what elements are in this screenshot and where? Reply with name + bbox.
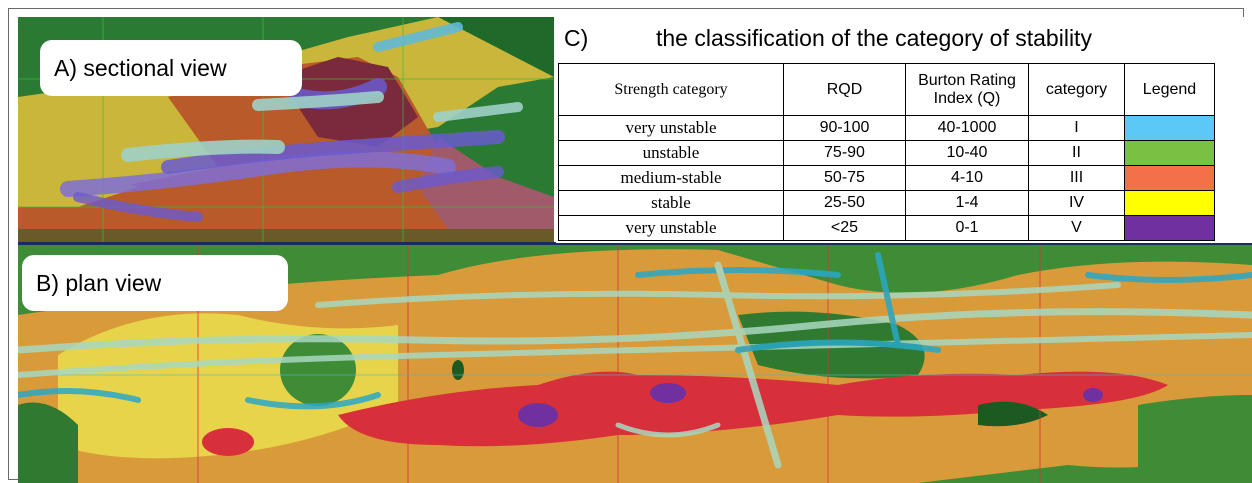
sectional-view-label: A) sectional view: [40, 40, 302, 96]
cell-strength: medium-stable: [558, 165, 784, 191]
sectional-view-panel: A) sectional view: [18, 17, 554, 243]
cell-strength: very unstable: [558, 215, 784, 241]
cell-legend: [1124, 165, 1215, 191]
cell-rqd: <25: [783, 215, 906, 241]
legend-swatch: [1125, 216, 1214, 240]
cell-category: I: [1028, 115, 1125, 141]
cell-category: II: [1028, 140, 1125, 166]
legend-swatch: [1125, 141, 1214, 165]
plan-view-label: B) plan view: [22, 255, 288, 311]
cell-legend: [1124, 190, 1215, 216]
cell-category: V: [1028, 215, 1125, 241]
cell-rqd: 90-100: [783, 115, 906, 141]
cell-q: 0-1: [905, 215, 1029, 241]
stability-table: Strength category RQD Burton Rating Inde…: [558, 63, 1215, 241]
header-legend: Legend: [1124, 63, 1215, 116]
legend-swatch: [1125, 166, 1214, 190]
panel-letter: C): [564, 25, 589, 51]
cell-q: 10-40: [905, 140, 1029, 166]
table-row: very unstable <25 0-1 V: [558, 215, 1215, 241]
table-row: medium-stable 50-75 4-10 III: [558, 165, 1215, 191]
cell-strength: unstable: [558, 140, 784, 166]
cell-category: IV: [1028, 190, 1125, 216]
header-strength-category: Strength category: [558, 63, 784, 116]
cell-q: 1-4: [905, 190, 1029, 216]
table-row: unstable 75-90 10-40 II: [558, 140, 1215, 166]
cell-rqd: 75-90: [783, 140, 906, 166]
header-rqd: RQD: [783, 63, 906, 116]
table-row: stable 25-50 1-4 IV: [558, 190, 1215, 216]
header-q: Burton Rating Index (Q): [905, 63, 1029, 116]
plan-view-panel: B) plan view: [18, 242, 1252, 483]
cell-rqd: 25-50: [783, 190, 906, 216]
cell-strength: very unstable: [558, 115, 784, 141]
table-row: very unstable 90-100 40-1000 I: [558, 115, 1215, 141]
cell-strength: stable: [558, 190, 784, 216]
classification-title-row: C) the classification of the category of…: [556, 17, 1252, 63]
legend-swatch: [1125, 116, 1214, 140]
sectional-view-image: [18, 17, 554, 243]
legend-swatch: [1125, 191, 1214, 215]
cell-legend: [1124, 140, 1215, 166]
plan-view-image: [18, 245, 1252, 483]
cell-legend: [1124, 115, 1215, 141]
cell-legend: [1124, 215, 1215, 241]
header-category: category: [1028, 63, 1125, 116]
cell-category: III: [1028, 165, 1125, 191]
classification-panel: C) the classification of the category of…: [556, 17, 1252, 243]
classification-title: the classification of the category of st…: [656, 25, 1092, 51]
cell-q: 4-10: [905, 165, 1029, 191]
cell-rqd: 50-75: [783, 165, 906, 191]
table-header-row: Strength category RQD Burton Rating Inde…: [558, 63, 1215, 116]
cell-q: 40-1000: [905, 115, 1029, 141]
